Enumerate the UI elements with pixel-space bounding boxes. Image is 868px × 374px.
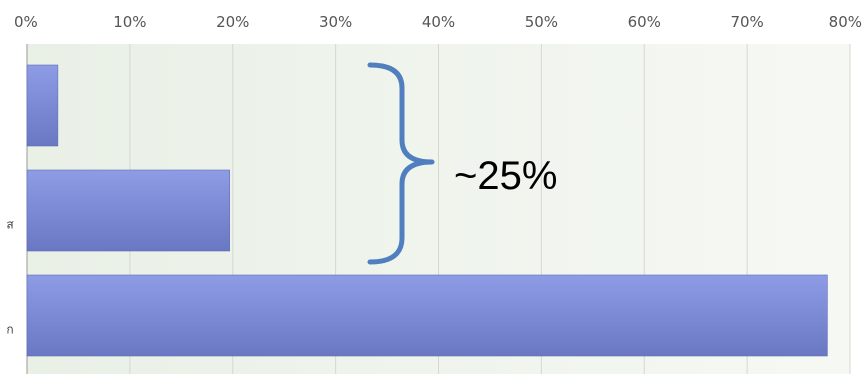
annotation-text: ~25% [454, 154, 557, 198]
x-tick-label: 30% [319, 13, 352, 31]
category-label: ก [6, 322, 13, 336]
bar [26, 169, 230, 252]
bar [26, 64, 59, 147]
x-tick-label: 50% [525, 13, 558, 31]
x-tick-label: 60% [628, 13, 661, 31]
x-tick-label: 0% [14, 13, 38, 31]
x-tick-label: 10% [113, 13, 146, 31]
category-label: ส [6, 217, 14, 231]
annotation-brace [367, 62, 435, 265]
x-tick-label: 80% [829, 13, 862, 31]
x-tick-label: 70% [730, 13, 763, 31]
bar [26, 274, 828, 357]
x-tick-label: 20% [216, 13, 249, 31]
x-tick-label: 40% [422, 13, 455, 31]
